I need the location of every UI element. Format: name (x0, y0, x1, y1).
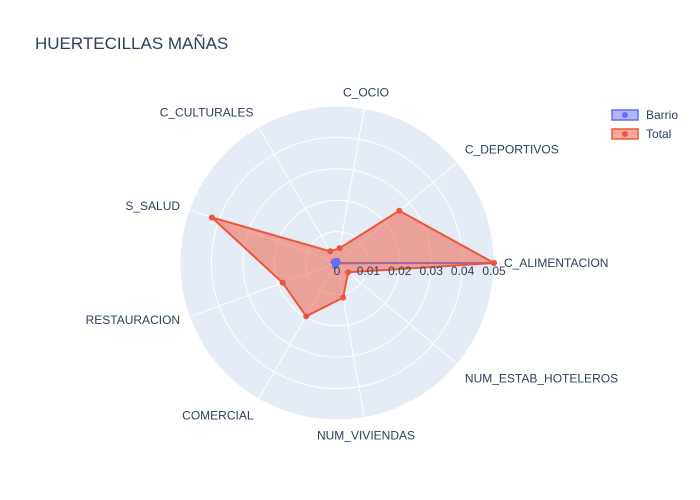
radial-tick-label: 0.01 (357, 264, 381, 278)
radial-tick-label: 0.04 (451, 264, 475, 278)
legend-marker (622, 112, 628, 118)
radial-tick-label: 0.03 (420, 264, 444, 278)
radial-ticks: 0 0.01 0.02 0.03 0.04 0.05 (334, 264, 506, 278)
legend-marker (622, 131, 628, 137)
series-markers (208, 207, 497, 320)
data-point-total (340, 294, 347, 301)
data-point-total (396, 207, 403, 214)
spoke-line (336, 108, 365, 264)
category-label: RESTAURACION (86, 313, 180, 327)
chart-title: HUERTECILLAS MAÑAS (35, 34, 229, 53)
data-point-total (303, 313, 310, 320)
category-label: NUM_ESTAB_HOTELEROS (465, 371, 618, 385)
data-point-total (208, 214, 215, 221)
radial-tick-label: 0.02 (388, 264, 412, 278)
category-label: C_DEPORTIVOS (465, 143, 559, 157)
category-label: S_SALUD (125, 199, 180, 213)
category-label: C_CULTURALES (160, 105, 254, 119)
data-point-barrio (334, 260, 341, 267)
category-label: COMERCIAL (182, 409, 254, 423)
data-point-total (279, 279, 286, 286)
legend-label: Barrio (646, 108, 678, 122)
category-label: NUM_VIVIENDAS (317, 428, 415, 442)
category-label: C_OCIO (343, 86, 389, 100)
spoke-line (336, 262, 458, 365)
category-labels: C_ALIMENTACION C_DEPORTIVOS C_OCIO C_CULTUR… (86, 86, 618, 443)
legend-item-barrio[interactable]: Barrio (611, 108, 678, 122)
data-point-total (491, 260, 497, 266)
spoke-line (258, 126, 338, 264)
series-area-total (210, 209, 495, 318)
legend-item-total[interactable]: Total (611, 127, 671, 141)
legend[interactable]: Barrio Total (611, 108, 678, 141)
radial-tick-label: 0 (334, 264, 341, 278)
category-label: C_ALIMENTACION (504, 256, 608, 270)
data-point-total (336, 245, 343, 252)
legend-label: Total (646, 127, 671, 141)
data-point-total (345, 269, 352, 276)
radial-tick-label: 0.05 (482, 264, 506, 278)
data-point-total (327, 248, 334, 255)
